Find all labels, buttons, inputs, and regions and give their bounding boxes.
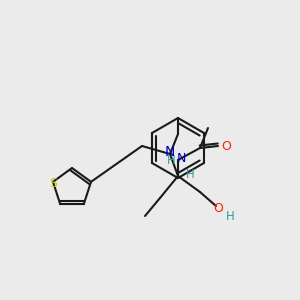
Text: O: O xyxy=(213,202,223,214)
Text: S: S xyxy=(49,177,57,190)
Text: O: O xyxy=(221,140,231,152)
Text: N: N xyxy=(176,152,186,164)
Text: H: H xyxy=(226,209,234,223)
Text: N: N xyxy=(165,145,175,159)
Text: H: H xyxy=(167,154,176,167)
Text: H: H xyxy=(186,167,194,181)
